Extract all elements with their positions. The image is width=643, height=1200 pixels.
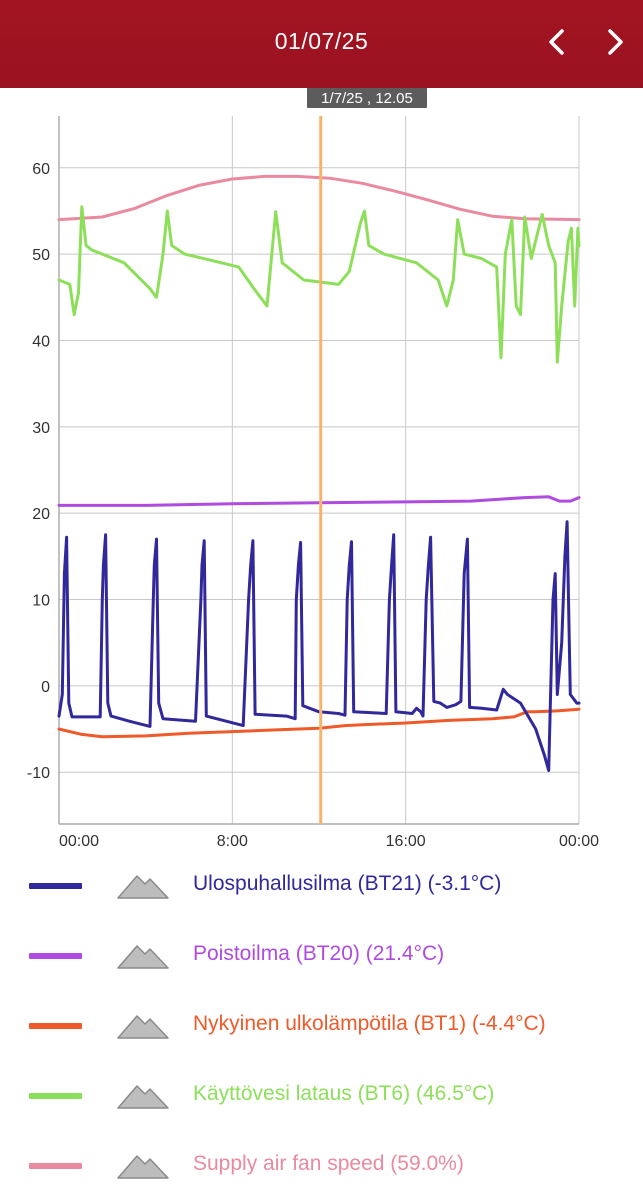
series-line-3 (57, 495, 581, 507)
cursor-label: 1/7/25 , 12.05 (321, 90, 413, 107)
legend-label: Supply air fan speed (59.0%) (193, 1152, 464, 1175)
previous-day-button[interactable] (537, 22, 577, 62)
y-tick-label: 0 (41, 679, 50, 696)
series-line-2 (57, 205, 581, 364)
time-cursor[interactable]: 1/7/25 , 12.05 (306, 86, 427, 824)
legend-item[interactable]: Nykyinen ulkolämpötila (BT1) (-4.4°C) (0, 1002, 643, 1052)
series-line-5 (57, 520, 581, 772)
x-tick-label: 8:00 (217, 833, 248, 850)
chevron-right-icon (608, 29, 623, 55)
next-day-button[interactable] (595, 22, 635, 62)
area-chart-icon[interactable] (115, 1078, 171, 1110)
chart-area[interactable]: -10 0 10 20 30 40 50 60 00:00 8:00 16:00 00:00 1/7/… (0, 86, 643, 858)
cursor-label-bg (307, 86, 427, 108)
series-line-1 (57, 174, 581, 222)
legend-item[interactable]: Poistoilma (BT20) (21.4°C) (0, 932, 643, 982)
y-tick-label: 10 (32, 593, 50, 610)
legend-label: Nykyinen ulkolämpötila (BT1) (-4.4°C) (193, 1012, 546, 1035)
area-chart-icon[interactable] (115, 938, 171, 970)
area-chart-icon[interactable] (115, 1008, 171, 1040)
legend-item[interactable]: Ulospuhallusilma (BT21) (-3.1°C) (0, 862, 643, 912)
y-tick-label: -10 (27, 765, 50, 782)
y-tick-label: 50 (32, 247, 50, 264)
legend-swatch (29, 1163, 82, 1169)
header-bar: 01/07/25 (0, 0, 643, 88)
series-line-4 (57, 707, 581, 739)
legend-item[interactable]: Käyttövesi lataus (BT6) (46.5°C) (0, 1072, 643, 1122)
x-tick-label: 00:00 (59, 833, 99, 850)
axes: -10 0 10 20 30 40 50 60 00:00 8:00 16:00 00:00 (27, 116, 599, 850)
legend-swatch (29, 953, 82, 959)
date-title: 01/07/25 (274, 28, 369, 54)
y-tick-label: 20 (32, 506, 50, 523)
legend-swatch (29, 1093, 82, 1099)
x-tick-label: 16:00 (386, 833, 426, 850)
line-chart[interactable]: -10 0 10 20 30 40 50 60 00:00 8:00 16:00 00:00 1/7/… (0, 86, 643, 858)
x-tick-label: 00:00 (559, 833, 599, 850)
series-lines (57, 174, 581, 772)
y-tick-label: 40 (32, 333, 50, 350)
area-chart-icon[interactable] (115, 1148, 171, 1180)
chevron-left-icon (549, 29, 564, 55)
legend-item[interactable]: Supply air fan speed (59.0%) (0, 1142, 643, 1192)
y-tick-label: 30 (32, 420, 50, 437)
area-chart-icon[interactable] (115, 868, 171, 900)
legend-swatch (29, 1023, 82, 1029)
legend-swatch (29, 883, 82, 889)
legend-label: Ulospuhallusilma (BT21) (-3.1°C) (193, 872, 502, 895)
legend-label: Poistoilma (BT20) (21.4°C) (193, 942, 445, 965)
legend-label: Käyttövesi lataus (BT6) (46.5°C) (193, 1082, 495, 1105)
y-tick-label: 60 (32, 161, 50, 178)
